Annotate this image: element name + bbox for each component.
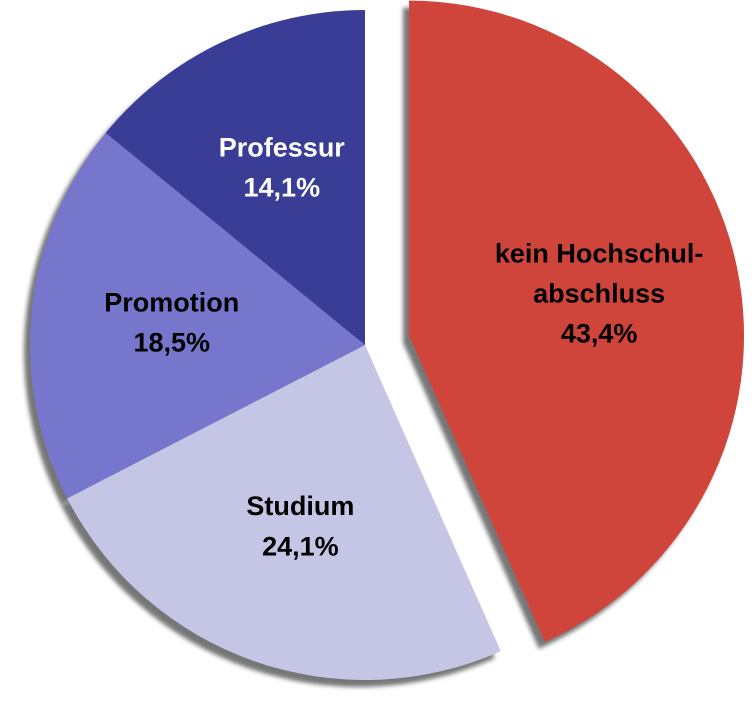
category-label: Promotion: [104, 288, 239, 318]
slice-label: Studium 24,1%: [246, 491, 354, 561]
category-label: Professur: [219, 133, 346, 163]
category-label: kein Hochschul-abschluss: [495, 239, 704, 309]
category-label-line: abschluss: [533, 279, 665, 309]
value-label: 14,1%: [244, 173, 321, 203]
slice-label: Professur 14,1%: [219, 133, 346, 203]
slice-label: kein Hochschul-abschluss 43,4%: [495, 239, 704, 349]
category-label-line: kein Hochschul-: [495, 239, 704, 269]
value-label: 24,1%: [262, 531, 339, 561]
slice: [30, 132, 365, 499]
slice-label: Promotion 18,5%: [104, 288, 239, 358]
category-label-line: Professur: [219, 133, 346, 163]
value-label: 43,4%: [561, 319, 638, 349]
category-label-line: Studium: [246, 491, 354, 521]
slice: [67, 345, 501, 680]
category-label: Studium: [246, 491, 354, 521]
category-label-line: Promotion: [104, 288, 239, 318]
slice: [409, 0, 745, 642]
slice: [105, 10, 365, 345]
value-label: 18,5%: [133, 328, 210, 358]
